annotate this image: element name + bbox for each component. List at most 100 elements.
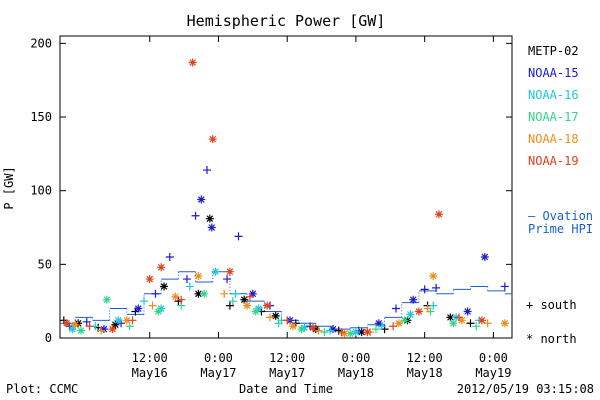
x-tick-date-label: May17 <box>200 366 236 380</box>
data-point-south <box>228 297 237 306</box>
data-point-north <box>463 307 472 316</box>
data-point-north <box>434 210 443 219</box>
data-point-south <box>432 283 441 292</box>
y-axis-label: P [GW] <box>2 166 16 209</box>
data-point-south <box>185 282 194 291</box>
data-point-north <box>71 320 80 329</box>
data-point-north <box>154 307 163 316</box>
north-marker-legend: * north <box>526 332 577 346</box>
x-tick-time-label: 12:00 <box>407 351 443 365</box>
series-noaa-19 <box>62 58 486 337</box>
data-point-north <box>134 304 143 313</box>
data-point-south <box>177 295 186 304</box>
data-point-north <box>197 195 206 204</box>
data-point-south <box>283 316 292 325</box>
data-point-south <box>420 285 429 294</box>
south-marker-legend: + south <box>526 298 577 312</box>
data-point-south <box>182 275 191 284</box>
data-point-south <box>266 313 275 322</box>
data-point-north <box>394 319 403 328</box>
data-point-south <box>429 301 438 310</box>
data-point-north <box>500 319 509 328</box>
data-point-south <box>337 328 346 337</box>
data-point-north <box>363 328 372 337</box>
data-point-north <box>374 319 383 328</box>
data-points <box>59 58 509 338</box>
data-point-north <box>200 289 209 298</box>
y-tick-label: 100 <box>30 184 52 198</box>
legend-entry: NOAA-15 <box>528 66 579 80</box>
x-tick-date-label: May17 <box>269 366 305 380</box>
data-point-north <box>194 272 203 281</box>
y-tick-label: 200 <box>30 36 52 50</box>
data-point-south <box>472 322 481 331</box>
data-point-north <box>77 326 86 335</box>
data-point-north <box>263 301 272 310</box>
data-point-north <box>351 328 360 337</box>
data-point-north <box>62 319 71 328</box>
data-point-north <box>271 311 280 320</box>
data-point-north <box>251 307 260 316</box>
data-point-north <box>207 223 216 232</box>
x-tick-date-label: May18 <box>407 366 443 380</box>
data-point-south <box>455 313 464 322</box>
data-point-north <box>346 329 355 338</box>
data-point-south <box>500 282 509 291</box>
data-point-north <box>111 320 120 329</box>
legend-entry: NOAA-17 <box>528 110 579 124</box>
data-point-north <box>108 325 117 334</box>
data-point-north <box>297 325 306 334</box>
x-tick-time-label: 0:00 <box>341 351 370 365</box>
data-point-south <box>371 325 380 334</box>
data-point-north <box>288 322 297 331</box>
ovation-legend-line2: Prime HPI <box>528 222 593 236</box>
data-point-north <box>308 323 317 332</box>
data-point-north <box>446 313 455 322</box>
data-point-south <box>165 252 174 261</box>
data-point-north <box>477 316 486 325</box>
data-point-south <box>274 319 283 328</box>
x-tick-date-label: May18 <box>338 366 374 380</box>
data-point-north <box>74 319 83 328</box>
series-noaa-18 <box>71 272 509 338</box>
data-point-south <box>389 322 398 331</box>
data-point-north <box>429 272 438 281</box>
plot-credit: Plot: CCMC <box>6 382 78 396</box>
data-point-north <box>122 316 131 325</box>
data-point-south <box>128 316 137 325</box>
x-tick-time-label: 0:00 <box>204 351 233 365</box>
legend-entry: METP-02 <box>528 44 579 58</box>
y-tick-label: 50 <box>38 257 52 271</box>
data-point-north <box>254 304 263 313</box>
plot-frame <box>59 35 513 339</box>
x-tick-time-label: 0:00 <box>479 351 508 365</box>
data-point-south <box>326 326 335 335</box>
data-point-north <box>208 135 217 144</box>
data-point-south <box>314 326 323 335</box>
data-point-south <box>97 326 106 335</box>
data-point-south <box>151 289 160 298</box>
data-point-north <box>406 310 415 319</box>
data-point-south <box>392 304 401 313</box>
data-point-south <box>231 289 240 298</box>
data-point-north <box>114 316 123 325</box>
data-point-north <box>145 275 154 284</box>
series-metp-02 <box>59 214 475 337</box>
legend: METP-02 NOAA-15 NOAA-16 NOAA-17 NOAA-18 NOAA-… <box>528 44 579 168</box>
data-point-south <box>320 328 329 337</box>
data-point-north <box>225 267 234 276</box>
data-point-north <box>171 292 180 301</box>
legend-entry: NOAA-16 <box>528 88 579 102</box>
data-point-south <box>377 322 386 331</box>
chart-title: Hemispheric Power [GW] <box>187 12 386 30</box>
data-point-north <box>409 295 418 304</box>
data-point-south <box>225 301 234 310</box>
data-point-north <box>480 252 489 261</box>
x-axis-label: Date and Time <box>239 382 333 396</box>
y-tick-label: 0 <box>45 331 52 345</box>
data-point-north <box>68 325 77 334</box>
data-point-south <box>82 317 91 326</box>
data-point-south <box>223 275 232 284</box>
data-point-north <box>157 263 166 272</box>
